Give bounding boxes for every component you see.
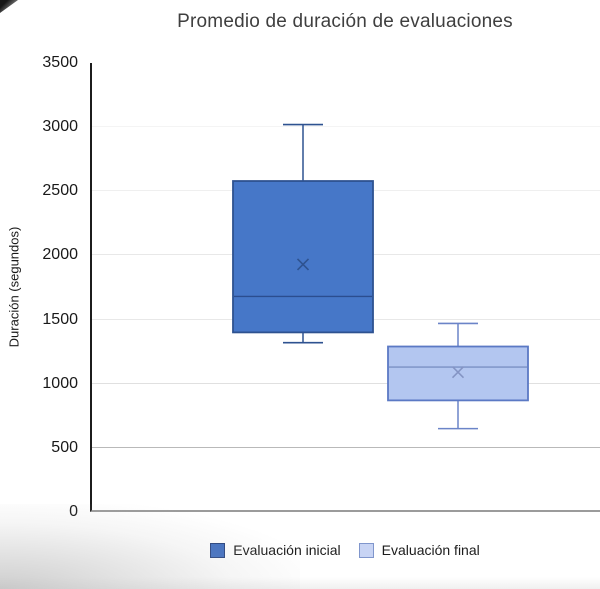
box-rect xyxy=(387,345,529,402)
chart-legend: Evaluación inicial Evaluación final xyxy=(90,542,600,558)
gridline-1000 xyxy=(92,382,600,384)
legend-label: Evaluación inicial xyxy=(233,542,341,558)
y-tick-label: 3500 xyxy=(42,54,78,71)
y-tick-label: 1000 xyxy=(42,374,78,392)
box-rect xyxy=(232,180,374,334)
y-tick-label: 3000 xyxy=(42,118,78,136)
legend-item-evaluacion-final: Evaluación final xyxy=(358,542,480,558)
y-axis-tick-labels: 3500 3000 2500 2000 1500 1000 500 0 xyxy=(0,0,80,589)
boxplot-evaluacion-inicial xyxy=(232,123,374,344)
legend-item-evaluacion-inicial: Evaluación inicial xyxy=(210,542,341,558)
boxplot-evaluacion-final xyxy=(387,322,529,430)
y-tick-label: 2000 xyxy=(42,246,78,264)
y-tick-label: 0 xyxy=(69,503,78,520)
legend-swatch xyxy=(358,542,374,558)
y-tick-label: 500 xyxy=(51,438,78,456)
gridline-3000 xyxy=(92,126,600,128)
mean-marker xyxy=(296,258,310,271)
y-tick-label: 1500 xyxy=(42,310,78,328)
legend-label: Evaluación final xyxy=(381,542,480,558)
legend-swatch xyxy=(210,542,226,558)
y-tick-label: 2500 xyxy=(42,182,78,200)
gridline-500 xyxy=(92,446,600,448)
mean-marker xyxy=(451,366,465,379)
chart-title: Promedio de duración de evaluaciones xyxy=(177,11,513,32)
